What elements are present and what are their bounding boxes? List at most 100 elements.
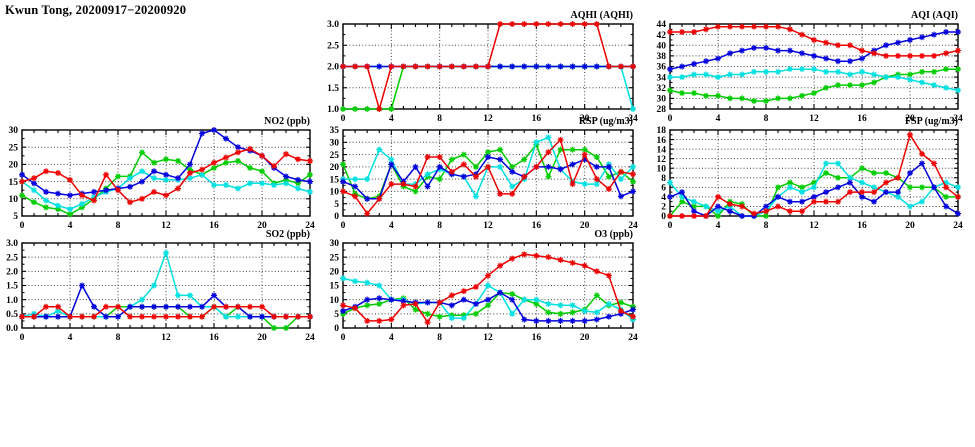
- svg-text:10: 10: [330, 296, 340, 306]
- page-title: Kwun Tong, 20200917−20200920: [5, 3, 187, 17]
- svg-text:8: 8: [437, 114, 442, 124]
- svg-text:12: 12: [483, 333, 493, 343]
- svg-text:24: 24: [953, 221, 963, 231]
- svg-text:1.5: 1.5: [327, 84, 339, 94]
- svg-text:4: 4: [716, 114, 721, 124]
- svg-text:2.5: 2.5: [327, 41, 339, 51]
- svg-text:0: 0: [341, 114, 346, 124]
- svg-text:38: 38: [657, 52, 667, 62]
- svg-text:12: 12: [161, 221, 171, 231]
- chart-title-aqi: AQI (AQI): [911, 10, 958, 21]
- svg-text:20: 20: [257, 221, 267, 231]
- chart-fsp: FSP (ug/m3) 0 2 4 6 8 10 12 14 16 18 0 4 8 12 16 20 24: [630, 114, 968, 236]
- chart-canvas: 0 5 10 15 20 25 30 0 4 8 12 16 20 24: [330, 239, 639, 343]
- svg-text:12: 12: [483, 114, 493, 124]
- svg-text:30: 30: [330, 239, 340, 249]
- svg-text:20: 20: [330, 163, 340, 173]
- chart-o3: O3 (ppb) 0 5 10 15 20 25 30 0 4 8 12 16 20 24: [303, 227, 643, 348]
- svg-text:16: 16: [857, 221, 867, 231]
- svg-text:25: 25: [330, 151, 340, 161]
- svg-text:20: 20: [905, 221, 915, 231]
- svg-text:4: 4: [389, 333, 394, 343]
- svg-text:20: 20: [330, 268, 340, 278]
- chart-title-aqhi: AQHI (AQHI): [570, 10, 634, 21]
- svg-text:32: 32: [657, 84, 667, 94]
- svg-text:5: 5: [334, 310, 339, 320]
- svg-text:10: 10: [657, 164, 667, 174]
- svg-text:12: 12: [809, 114, 819, 124]
- svg-text:16: 16: [532, 114, 542, 124]
- chart-title-no2: NO2 (ppb): [264, 116, 310, 127]
- svg-text:0: 0: [668, 221, 673, 231]
- svg-text:4: 4: [68, 333, 73, 343]
- svg-text:1.0: 1.0: [6, 296, 18, 306]
- svg-text:2: 2: [661, 203, 666, 213]
- svg-text:15: 15: [9, 178, 19, 188]
- svg-text:0: 0: [668, 114, 673, 124]
- chart-title-fsp: FSP (ug/m3): [904, 116, 958, 127]
- chart-aqhi: AQHI (AQHI) 1.0 1.5 2.0 2.5 3.0 0 4 8 12 16 20 24: [303, 8, 643, 129]
- svg-text:5: 5: [334, 200, 339, 210]
- svg-text:20: 20: [580, 333, 590, 343]
- svg-text:1.5: 1.5: [6, 282, 18, 292]
- svg-text:24: 24: [628, 114, 638, 124]
- svg-text:12: 12: [657, 155, 667, 165]
- svg-text:8: 8: [661, 174, 666, 184]
- svg-text:20: 20: [905, 114, 915, 124]
- svg-text:8: 8: [764, 114, 769, 124]
- svg-text:12: 12: [161, 333, 171, 343]
- svg-text:40: 40: [657, 41, 667, 51]
- svg-text:30: 30: [330, 138, 340, 148]
- svg-text:8: 8: [437, 221, 442, 231]
- chart-no2: NO2 (ppb) 5 10 15 20 25 30 0 4 8 12 16 20 24: [0, 114, 320, 236]
- svg-text:1.0: 1.0: [327, 105, 339, 115]
- svg-text:20: 20: [257, 333, 267, 343]
- svg-text:16: 16: [657, 136, 667, 146]
- svg-text:16: 16: [209, 221, 219, 231]
- chart-title-o3: O3 (ppb): [594, 229, 633, 240]
- svg-text:14: 14: [657, 145, 667, 155]
- svg-text:20: 20: [9, 161, 19, 171]
- svg-text:10: 10: [9, 195, 19, 205]
- svg-text:0.0: 0.0: [6, 324, 18, 334]
- svg-text:4: 4: [389, 114, 394, 124]
- svg-text:25: 25: [330, 253, 340, 263]
- svg-text:8: 8: [764, 221, 769, 231]
- svg-text:30: 30: [9, 126, 19, 136]
- chart-aqi: AQI (AQI) 28 30 32 34 36 38 40 42 44 0 4 8 12 16 20 24: [630, 8, 968, 129]
- svg-text:4: 4: [661, 193, 666, 203]
- svg-text:2.0: 2.0: [327, 63, 339, 73]
- svg-text:20: 20: [580, 114, 590, 124]
- svg-text:24: 24: [628, 221, 638, 231]
- svg-text:25: 25: [9, 143, 19, 153]
- svg-text:34: 34: [657, 73, 667, 83]
- svg-text:8: 8: [116, 333, 121, 343]
- svg-text:10: 10: [330, 188, 340, 198]
- chart-canvas: 1.0 1.5 2.0 2.5 3.0 0 4 8 12 16 20 24: [327, 20, 638, 124]
- svg-text:16: 16: [857, 114, 867, 124]
- svg-text:0: 0: [20, 333, 25, 343]
- svg-text:24: 24: [953, 114, 963, 124]
- svg-text:12: 12: [483, 221, 493, 231]
- svg-text:18: 18: [657, 126, 667, 136]
- svg-text:2.5: 2.5: [6, 253, 18, 263]
- chart-canvas: 5 10 15 20 25 30 0 4 8 12 16 20 24: [9, 126, 316, 231]
- svg-text:24: 24: [628, 333, 638, 343]
- chart-title-so2: SO2 (ppb): [265, 229, 310, 240]
- chart-rsp: RSP (ug/m3) 0 5 10 15 20 25 30 35 0 4 8 12 16 20 24: [303, 114, 643, 236]
- svg-text:0: 0: [334, 324, 339, 334]
- svg-text:15: 15: [330, 282, 340, 292]
- svg-text:4: 4: [716, 221, 721, 231]
- svg-text:0: 0: [341, 333, 346, 343]
- svg-text:3.0: 3.0: [6, 239, 18, 249]
- svg-text:35: 35: [330, 126, 340, 136]
- svg-text:24: 24: [305, 221, 315, 231]
- svg-text:0: 0: [341, 221, 346, 231]
- svg-text:20: 20: [580, 221, 590, 231]
- svg-text:2.0: 2.0: [6, 268, 18, 278]
- svg-text:36: 36: [657, 63, 667, 73]
- svg-text:3.0: 3.0: [327, 20, 339, 30]
- svg-text:0.5: 0.5: [6, 310, 18, 320]
